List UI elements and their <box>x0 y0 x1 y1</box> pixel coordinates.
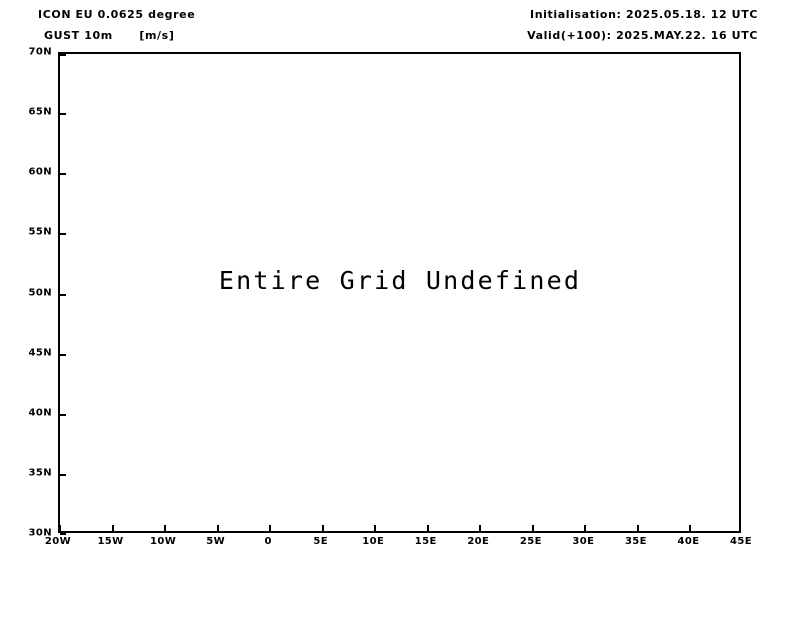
y-axis-tick <box>60 113 66 116</box>
x-axis-tick <box>216 525 219 531</box>
x-axis-label: 25E <box>519 536 542 547</box>
y-axis-label: 60N <box>28 166 52 178</box>
variable-title: GUST 10m [m/s] <box>44 29 175 42</box>
x-axis-tick <box>269 525 272 531</box>
map-plot-area <box>58 52 741 535</box>
x-axis-tick <box>584 525 587 531</box>
x-axis-label: 10E <box>362 536 385 547</box>
y-axis-label: 45N <box>28 347 52 359</box>
x-axis-tick <box>321 525 324 531</box>
x-axis-label: 20E <box>467 536 490 547</box>
x-axis-tick <box>111 525 114 531</box>
model-title: ICON EU 0.0625 degree <box>38 8 196 21</box>
x-axis-tick <box>689 525 692 531</box>
x-axis-tick <box>636 525 639 531</box>
x-axis-tick <box>426 525 429 531</box>
y-axis-tick <box>60 533 66 535</box>
x-axis-label: 40E <box>677 536 700 547</box>
y-axis-tick <box>60 54 66 56</box>
y-axis-label: 50N <box>28 287 52 298</box>
y-axis-label: 55N <box>28 226 52 238</box>
y-axis-label: 30N <box>28 527 52 539</box>
initialisation-time: Initialisation: 2025.05.18. 12 UTC <box>530 8 758 21</box>
x-axis-tick <box>374 525 377 531</box>
x-axis-label: 45E <box>730 536 752 547</box>
y-axis-tick <box>60 413 66 416</box>
x-axis-label: 10W <box>149 536 177 547</box>
x-axis-label: 5W <box>206 536 226 547</box>
x-axis-label: 20W <box>44 536 72 547</box>
x-axis-label: 15W <box>97 536 124 547</box>
grid-undefined-message: Entire Grid Undefined <box>218 266 582 295</box>
x-axis-label: 35E <box>624 536 647 547</box>
y-axis-label: 65N <box>28 106 52 118</box>
y-axis-tick <box>60 293 66 296</box>
x-axis-tick <box>164 525 167 531</box>
y-axis-label: 40N <box>28 407 52 419</box>
y-axis-tick <box>60 473 66 476</box>
y-axis-label: 70N <box>28 46 52 58</box>
x-axis-tick <box>531 525 534 531</box>
y-axis-tick <box>60 173 66 176</box>
x-axis-label: 30E <box>572 536 595 547</box>
x-axis-label: 0 <box>264 536 272 547</box>
y-axis-tick <box>60 353 66 356</box>
x-axis-label: 5E <box>313 536 328 547</box>
x-axis-tick <box>59 525 61 531</box>
x-axis-tick <box>479 525 482 531</box>
valid-time: Valid(+100): 2025.MAY.22. 16 UTC <box>527 29 758 42</box>
x-axis-label: 15E <box>414 536 437 547</box>
y-axis-label: 35N <box>28 467 52 479</box>
y-axis-tick <box>60 233 66 236</box>
